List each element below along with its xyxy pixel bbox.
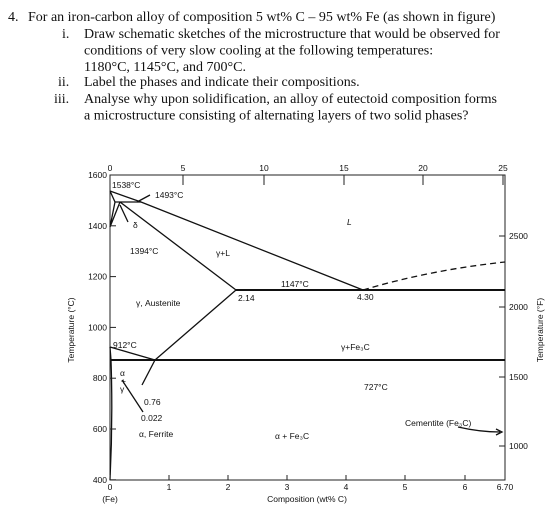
top-tick-label: 25: [498, 163, 508, 173]
item-marker: iii.: [54, 92, 69, 107]
top-tick-label: 20: [418, 163, 428, 173]
x-axis-label: Composition (wt% C): [267, 494, 347, 504]
region-label: Cementite (Fe₃C): [405, 418, 471, 428]
region-label: α: [120, 368, 125, 378]
a3-line: [109, 346, 156, 361]
arrow-head: [495, 428, 504, 436]
y-axis-label: Temperature (°C): [66, 297, 76, 362]
region-label: 0.022: [141, 413, 163, 423]
region-label: 1394°C: [130, 246, 158, 256]
region-label: 1147°C: [281, 279, 309, 289]
region-label: 0.76: [144, 397, 161, 407]
item-marker: ii.: [58, 75, 69, 90]
leader-lines-top: [119, 194, 151, 223]
phase-diagram: Temperature (°C) Temperature (°F) Composit…: [66, 163, 545, 504]
region-label: 1493°C: [155, 190, 183, 200]
region-label: δ: [133, 220, 138, 230]
x-tick-label: 3: [285, 482, 290, 492]
region-label: 2.14: [238, 293, 255, 303]
region-label: α, Ferrite: [139, 429, 173, 439]
y2-tick-label: 2000: [509, 302, 528, 312]
item-line: 1180°C, 1145°C, and 700°C.: [84, 60, 246, 75]
y2-tick-label: 1500: [509, 372, 528, 382]
x-tick-label: 5: [403, 482, 408, 492]
acm-line: [154, 289, 237, 361]
liquidus: [109, 190, 364, 291]
question-text: For an iron-carbon alloy of composition …: [28, 10, 496, 25]
y-tick-label: 1200: [88, 272, 107, 282]
leader-lines: [121, 359, 156, 413]
region-label: γ, Austenite: [136, 298, 181, 308]
y-tick-label: 600: [93, 424, 107, 434]
region-label: +: [121, 376, 126, 386]
cementite-arrow: [457, 426, 501, 433]
delta-region: [109, 190, 237, 291]
question-number: 4.: [8, 10, 19, 25]
item-line: Analyse why upon solidification, an allo…: [84, 92, 497, 107]
y-tick-label: 800: [93, 373, 107, 383]
x-tick-label: 4: [344, 482, 349, 492]
y2-tick-label: 2500: [509, 231, 528, 241]
x-tick-label: 0: [108, 482, 113, 492]
region-label: γ: [120, 384, 125, 394]
top-tick-label: 0: [108, 163, 113, 173]
region-label: 912°C: [113, 340, 137, 350]
y-tick-label: 1600: [88, 170, 107, 180]
region-label: γ+Fe₃C: [341, 342, 370, 352]
region-label: 4.30: [357, 292, 374, 302]
x-tick-label: 6: [463, 482, 468, 492]
y-tick-label: 400: [93, 475, 107, 485]
region-label: L: [347, 217, 352, 227]
ferrite-solvus: [109, 359, 113, 481]
top-tick-label: 10: [259, 163, 269, 173]
liquidus-cementite: [362, 261, 506, 291]
region-label: α + Fe₃C: [275, 431, 309, 441]
region-label: γ+L: [216, 248, 230, 258]
y2-tick-label: 1000: [509, 441, 528, 451]
item-line: a microstructure consisting of alternati…: [84, 109, 469, 124]
item-line: Label the phases and indicate their comp…: [84, 75, 360, 90]
region-label: 727°C: [364, 382, 388, 392]
x-tick-label: 1: [167, 482, 172, 492]
top-tick-label: 15: [339, 163, 349, 173]
y2-axis-label: Temperature (°F): [535, 298, 545, 363]
top-tick-label: 5: [181, 163, 186, 173]
y-tick-label: 1000: [88, 322, 107, 332]
region-label: 1538°C: [112, 180, 140, 190]
item-line: Draw schematic sketches of the microstru…: [84, 27, 500, 42]
x-tick-label: 6.70: [497, 482, 514, 492]
item-line: conditions of very slow cooling at the f…: [84, 44, 433, 59]
y-tick-label: 1400: [88, 221, 107, 231]
question: 4. For an iron-carbon alloy of compositi…: [8, 10, 500, 124]
fe-label: (Fe): [102, 494, 118, 504]
x-tick-label: 2: [226, 482, 231, 492]
item-marker: i.: [62, 27, 69, 42]
